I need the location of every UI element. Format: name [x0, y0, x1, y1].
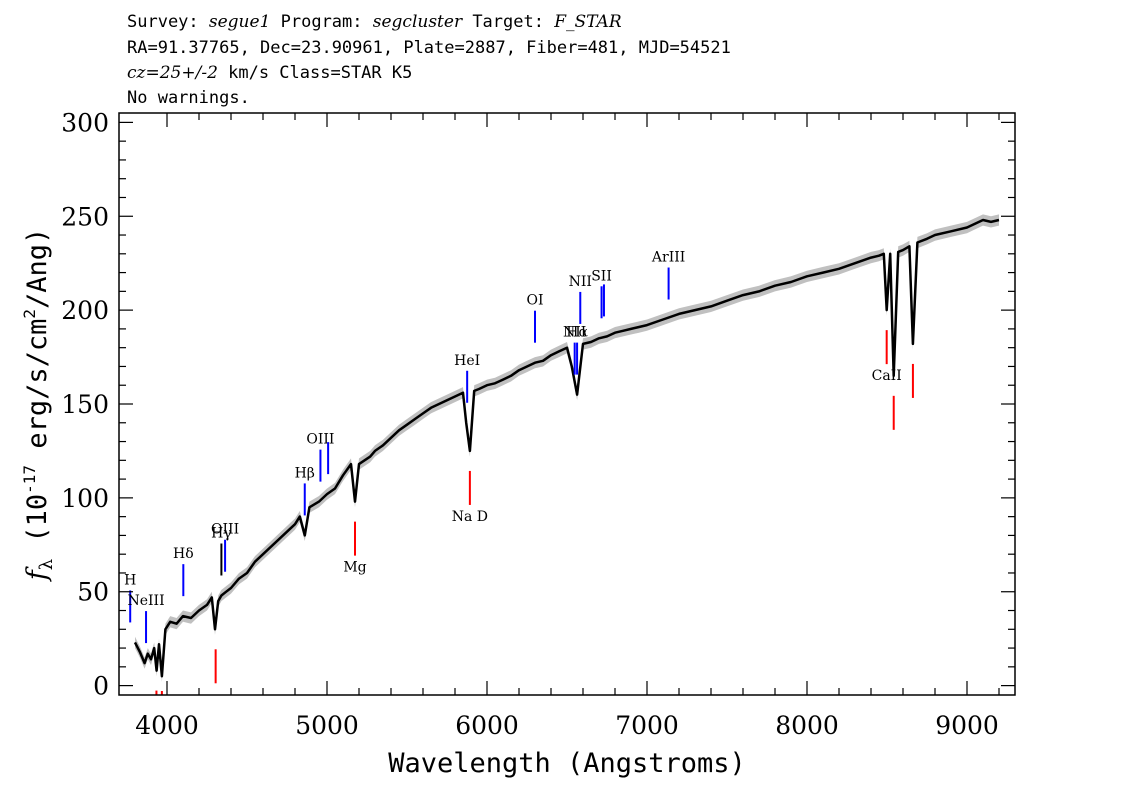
emission-line-label: NII — [563, 325, 586, 341]
flux-line — [133, 218, 1000, 678]
plot-frame — [118, 112, 1016, 696]
emission-line-label: Hβ — [295, 465, 315, 481]
emission-line-label: OIII — [211, 522, 239, 538]
emission-line-label: Hγ — [211, 525, 232, 541]
survey-label: Survey: — [127, 12, 209, 32]
y-axis-label: fλ (10-17 erg/s/cm2/Ang) — [20, 228, 57, 583]
x-tick-label: 6000 — [455, 711, 519, 740]
emission-line-label: OI — [526, 293, 543, 309]
header-line-survey: Survey: segue1 Program: segcluster Targe… — [127, 12, 622, 32]
program-value: segcluster — [372, 12, 463, 32]
target-value: F_STAR — [554, 12, 622, 32]
flux-series — [133, 218, 1000, 678]
axis-ticks — [119, 113, 1015, 695]
emission-line-label: SII — [591, 268, 612, 284]
class-value: km/s Class=STAR K5 — [217, 63, 413, 83]
emission-line-label: Hδ — [173, 546, 194, 562]
x-tick-labels: 4000 5000 6000 7000 8000 9000 — [135, 711, 999, 740]
header-line-coordinates: RA=91.37765, Dec=23.90961, Plate=2887, F… — [127, 38, 731, 58]
x-tick-label: 4000 — [135, 711, 199, 740]
emission-line-label: HeI — [454, 353, 480, 369]
flux-error-band — [135, 214, 999, 682]
program-label: Program: — [270, 12, 373, 32]
y-tick-label: 0 — [93, 672, 109, 701]
y-tick-label: 50 — [77, 578, 109, 607]
emission-line-label: NII — [569, 274, 592, 290]
target-label: Target: — [462, 12, 555, 32]
error-band — [135, 214, 999, 682]
y-tick-label: 200 — [61, 296, 109, 325]
emission-line-label: NeIII — [127, 593, 164, 609]
survey-value: segue1 — [208, 12, 271, 32]
y-tick-label: 100 — [61, 484, 109, 513]
absorption-line-label: CaII — [872, 368, 902, 384]
header-line-redshift: cz=25+/-2 km/s Class=STAR K5 — [127, 63, 412, 83]
absorption-line-label: Na D — [452, 509, 488, 525]
y-tick-labels: 0 50 100 150 200 250 300 — [61, 108, 109, 700]
emission-line-label: OIII — [306, 432, 334, 448]
y-tick-label: 150 — [61, 390, 109, 419]
x-axis-label: Wavelength (Angstroms) — [388, 748, 746, 779]
y-tick-label: 250 — [61, 202, 109, 231]
header-line-warnings: No warnings. — [127, 88, 250, 108]
absorption-line-label: Mg — [343, 560, 366, 576]
emission-line-label: H — [124, 572, 136, 588]
redshift-value: cz=25+/-2 — [127, 63, 218, 83]
x-tick-label: 9000 — [935, 711, 999, 740]
x-tick-label: 8000 — [775, 711, 839, 740]
x-tick-label: 5000 — [295, 711, 359, 740]
emission-line-label: Hα — [566, 325, 588, 341]
x-tick-label: 7000 — [615, 711, 679, 740]
y-tick-label: 300 — [61, 108, 109, 137]
emission-line-label: ArIII — [651, 250, 685, 266]
